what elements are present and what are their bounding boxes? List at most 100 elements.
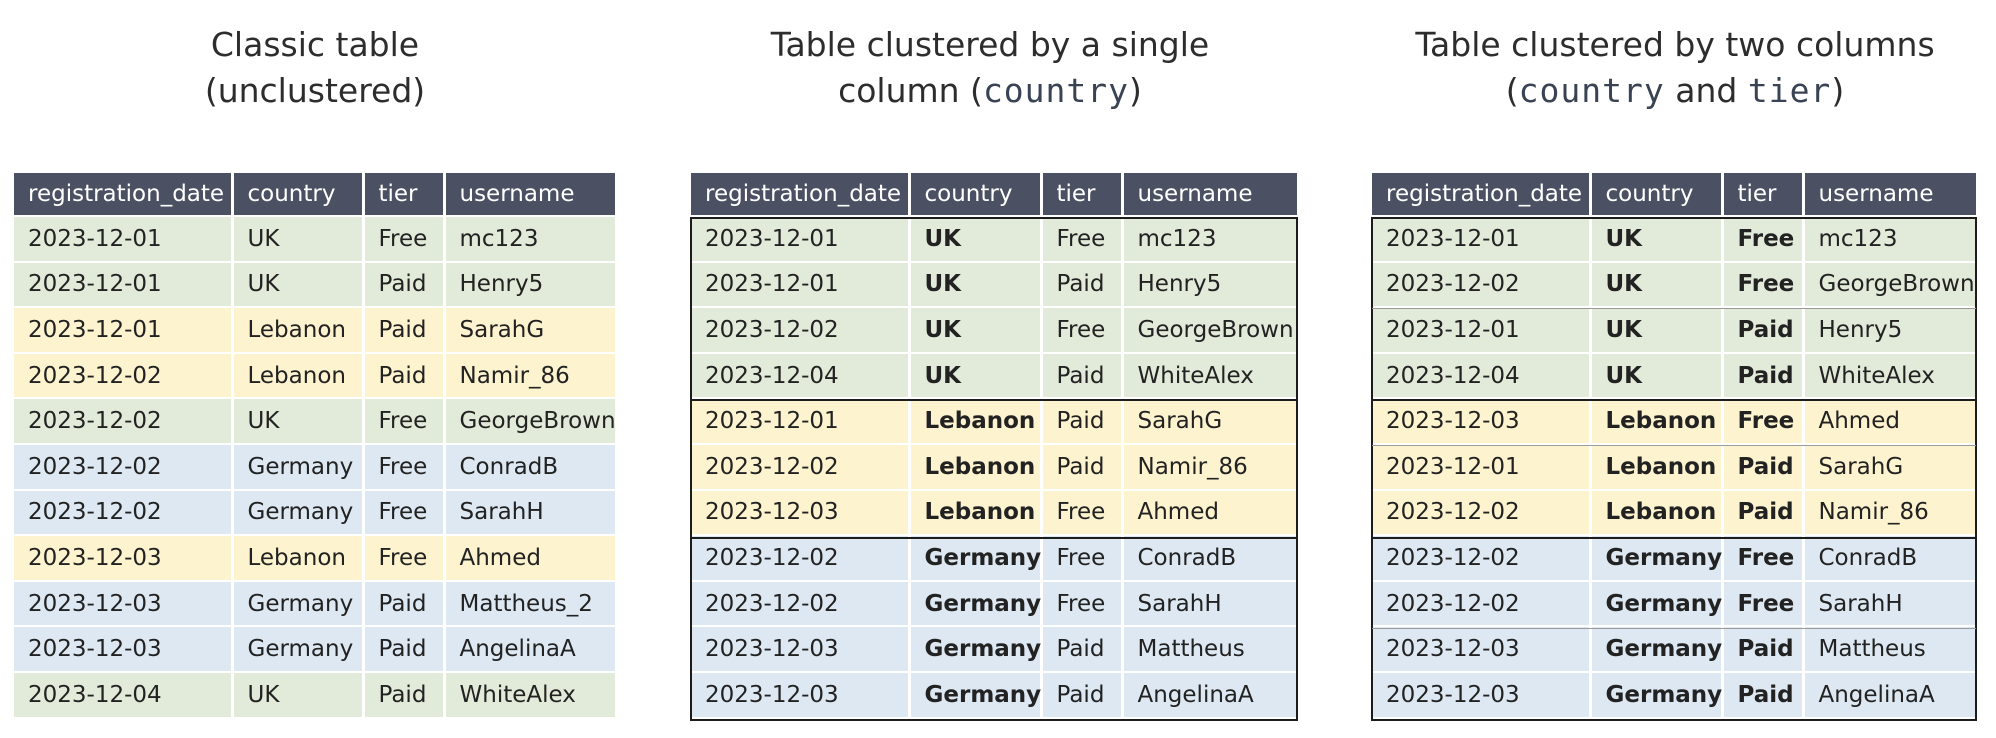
cell-country: UK	[232, 397, 365, 444]
panel3-title-and: and	[1664, 71, 1748, 110]
panel3-title-line1: Table clustered by two columns	[1415, 25, 1935, 64]
cell-username: Mattheus	[1803, 625, 1976, 672]
table-row: 2023-12-03 Germany Paid Mattheus	[1372, 625, 1976, 672]
table-row: 2023-12-03 Lebanon Free Ahmed	[1372, 397, 1976, 444]
cell-username: GeorgeBrown	[1803, 260, 1976, 308]
cell-username: mc123	[444, 215, 615, 262]
cell-tier: Paid	[363, 579, 446, 627]
cell-registration-date: 2023-12-02	[1372, 579, 1592, 627]
cell-registration-date: 2023-12-01	[691, 215, 911, 262]
table-row: 2023-12-04 UK Paid WhiteAlex	[1372, 351, 1976, 399]
cell-registration-date: 2023-12-02	[1372, 488, 1592, 536]
cell-registration-date: 2023-12-01	[1372, 442, 1592, 490]
cell-tier: Free	[1041, 215, 1124, 262]
cell-username: Namir_86	[1122, 442, 1297, 490]
cell-country: Germany	[232, 442, 365, 490]
cell-country: Germany	[1590, 534, 1724, 581]
cell-country: UK	[909, 351, 1043, 399]
cell-registration-date: 2023-12-03	[691, 488, 911, 536]
cell-tier: Free	[363, 534, 446, 581]
cell-country: Lebanon	[232, 351, 365, 399]
cell-username: GeorgeBrown	[444, 397, 616, 444]
column-header-username: username	[1803, 173, 1976, 216]
cell-registration-date: 2023-12-02	[691, 534, 911, 581]
panel3-title: Table clustered by two columns (country …	[1360, 22, 1990, 114]
cell-tier: Free	[1722, 260, 1805, 308]
panel3-title-code-country: country	[1518, 71, 1665, 110]
cell-username: Henry5	[1122, 260, 1297, 308]
cell-tier: Free	[363, 397, 446, 444]
cell-registration-date: 2023-12-02	[691, 442, 911, 490]
cell-tier: Free	[1041, 534, 1124, 581]
cell-tier: Paid	[1041, 670, 1124, 717]
cell-registration-date: 2023-12-04	[691, 351, 911, 399]
cell-country: UK	[909, 215, 1043, 262]
cell-registration-date: 2023-12-03	[14, 625, 234, 672]
cell-username: ConradB	[1803, 534, 1976, 581]
table-row: 2023-12-01 Lebanon Paid SarahG	[691, 397, 1297, 444]
cell-username: mc123	[1803, 215, 1976, 262]
cell-username: ConradB	[1122, 534, 1297, 581]
cell-username: WhiteAlex	[1122, 351, 1297, 399]
cell-tier: Free	[363, 215, 446, 262]
cell-tier: Paid	[1041, 351, 1124, 399]
cell-country: Germany	[232, 625, 365, 672]
cell-country: Germany	[909, 579, 1043, 627]
cell-registration-date: 2023-12-03	[691, 670, 911, 717]
table-row: 2023-12-02 Germany Free SarahH	[14, 488, 615, 536]
panel2-title-code: country	[982, 71, 1130, 110]
cell-registration-date: 2023-12-01	[1372, 215, 1592, 262]
cell-username: Ahmed	[1122, 488, 1297, 536]
cell-username: Mattheus_2	[444, 579, 615, 627]
cell-registration-date: 2023-12-03	[14, 579, 234, 627]
panel2-title-post: )	[1129, 71, 1142, 110]
panel1-title-line2: (unclustered)	[204, 71, 426, 110]
table-row: 2023-12-04 UK Paid WhiteAlex	[691, 351, 1297, 399]
cell-country: Germany	[909, 670, 1043, 717]
cell-registration-date: 2023-12-02	[14, 488, 234, 536]
cell-country: Lebanon	[909, 442, 1043, 490]
cell-tier: Free	[363, 442, 446, 490]
cell-registration-date: 2023-12-02	[14, 442, 234, 490]
cell-username: SarahG	[1122, 397, 1297, 444]
cell-registration-date: 2023-12-03	[1372, 670, 1592, 717]
table-row: 2023-12-02 UK Free GeorgeBrown	[1372, 260, 1976, 308]
cell-country: UK	[1590, 306, 1724, 353]
cell-country: Germany	[232, 579, 365, 627]
cell-tier: Paid	[1722, 488, 1805, 536]
table-row: 2023-12-04 UK Paid WhiteAlex	[14, 670, 615, 717]
cell-username: Namir_86	[444, 351, 615, 399]
table-row: 2023-12-03 Germany Paid AngelinaA	[691, 670, 1297, 717]
cell-username: AngelinaA	[1803, 670, 1976, 717]
column-header-tier: tier	[1041, 173, 1124, 216]
cell-country: UK	[1590, 351, 1724, 399]
cell-tier: Paid	[1041, 442, 1124, 490]
cell-registration-date: 2023-12-02	[1372, 260, 1592, 308]
column-header-country: country	[1590, 173, 1724, 216]
cell-country: Germany	[1590, 670, 1724, 717]
column-header-username: username	[444, 173, 615, 216]
cell-tier: Free	[1722, 397, 1805, 444]
cell-registration-date: 2023-12-02	[1372, 534, 1592, 581]
cell-registration-date: 2023-12-03	[1372, 625, 1592, 672]
cell-username: SarahG	[444, 306, 615, 353]
cell-username: mc123	[1122, 215, 1297, 262]
cell-registration-date: 2023-12-04	[1372, 351, 1592, 399]
table-row: 2023-12-02 UK Free GeorgeBrown	[691, 306, 1297, 353]
cell-country: UK	[232, 215, 365, 262]
cell-country: Germany	[232, 488, 365, 536]
table-row: 2023-12-02 Lebanon Paid Namir_86	[1372, 488, 1976, 536]
cell-registration-date: 2023-12-02	[691, 306, 911, 353]
table-row: 2023-12-03 Germany Paid Mattheus	[691, 625, 1297, 672]
cell-registration-date: 2023-12-02	[14, 397, 234, 444]
cell-username: Ahmed	[444, 534, 615, 581]
column-header-tier: tier	[1722, 173, 1805, 216]
cell-tier: Paid	[1041, 625, 1124, 672]
panel1-title-line1: Classic table	[210, 25, 420, 64]
cell-registration-date: 2023-12-01	[1372, 306, 1592, 353]
cell-username: ConradB	[444, 442, 615, 490]
panel2-title: Table clustered by a single column (coun…	[680, 22, 1300, 114]
cell-country: Lebanon	[1590, 442, 1724, 490]
table-row: 2023-12-03 Lebanon Free Ahmed	[691, 488, 1297, 536]
table-row: 2023-12-01 UK Free mc123	[14, 215, 615, 262]
